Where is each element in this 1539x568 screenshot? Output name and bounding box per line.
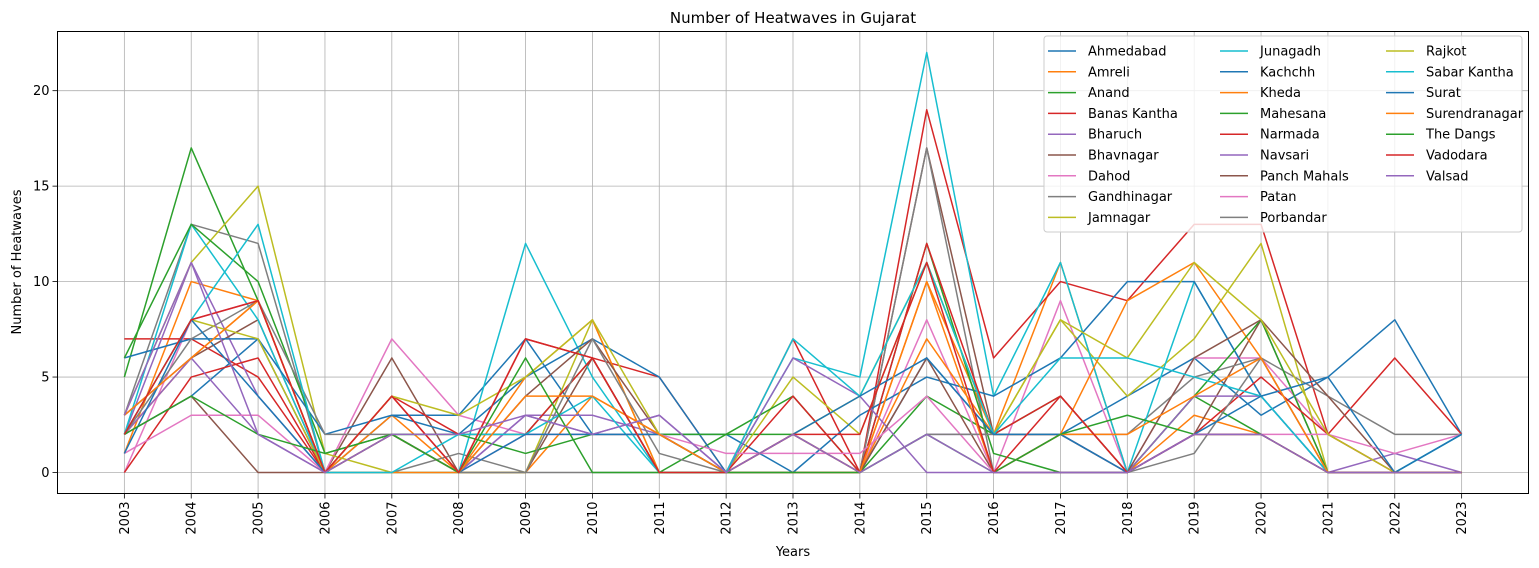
chart-title: Number of Heatwaves in Gujarat <box>670 9 916 27</box>
legend-label: Panch Mahals <box>1260 169 1349 184</box>
x-tick-label: 2009 <box>519 502 534 535</box>
x-tick-label: 2014 <box>853 502 868 535</box>
legend-label: Surat <box>1426 86 1461 101</box>
legend-label: Anand <box>1088 86 1130 101</box>
legend-label: Banas Kantha <box>1088 107 1178 122</box>
x-tick-label: 2005 <box>252 502 267 535</box>
legend-label: Dahod <box>1088 169 1130 184</box>
legend-label: Surendranagar <box>1426 107 1524 122</box>
y-axis-ticks: 0 5 10 15 20 <box>33 84 58 481</box>
legend-label: The Dangs <box>1425 128 1496 143</box>
legend-label: Gandhinagar <box>1088 190 1173 205</box>
legend-label: Kheda <box>1260 86 1301 101</box>
legend-label: Junagadh <box>1259 45 1321 60</box>
x-tick-label: 2019 <box>1188 502 1203 535</box>
x-tick-label: 2015 <box>920 502 935 535</box>
legend-label: Rajkot <box>1426 45 1466 60</box>
x-tick-label: 2020 <box>1255 502 1270 535</box>
series-line-valsad <box>123 261 1462 474</box>
legend-label: Ahmedabad <box>1088 45 1166 60</box>
x-tick-label: 2016 <box>987 502 1002 535</box>
x-tick-label: 2018 <box>1121 502 1136 535</box>
legend-label: Navsari <box>1260 149 1309 164</box>
legend-label: Jamnagar <box>1087 211 1151 226</box>
x-tick-label: 2004 <box>185 502 200 535</box>
legend-label: Mahesana <box>1260 107 1326 122</box>
x-tick-label: 2021 <box>1321 502 1336 535</box>
x-tick-label: 2017 <box>1054 502 1069 535</box>
x-tick-label: 2010 <box>586 502 601 535</box>
x-tick-label: 2012 <box>720 502 735 535</box>
x-tick-label: 2022 <box>1388 502 1403 535</box>
x-tick-label: 2023 <box>1455 502 1470 535</box>
x-tick-label: 2007 <box>385 502 400 535</box>
legend-label: Bhavnagar <box>1088 149 1159 164</box>
series-lines <box>123 51 1463 474</box>
y-tick-label: 10 <box>33 275 50 290</box>
y-axis-title: Number of Heatwaves <box>10 189 25 334</box>
legend-label: Amreli <box>1088 65 1130 80</box>
legend-label: Narmada <box>1260 128 1320 143</box>
y-tick-label: 20 <box>33 84 50 99</box>
y-tick-label: 0 <box>41 466 49 481</box>
x-tick-label: 2013 <box>787 502 802 535</box>
legend-label: Sabar Kantha <box>1426 65 1514 80</box>
legend-label: Bharuch <box>1088 128 1142 143</box>
x-tick-label: 2008 <box>452 502 467 535</box>
series-line-sabar-kantha <box>123 223 1463 474</box>
x-axis-title: Years <box>775 545 811 560</box>
y-tick-label: 15 <box>33 180 50 195</box>
x-tick-label: 2011 <box>653 502 668 535</box>
legend-label: Patan <box>1260 190 1297 205</box>
legend-label: Valsad <box>1426 169 1468 184</box>
x-tick-label: 2003 <box>118 502 133 535</box>
x-tick-label: 2006 <box>318 502 333 535</box>
legend: Ahmedabad Amreli Anand Banas Kantha Bharuch B… <box>1043 35 1524 233</box>
legend-label: Porbandar <box>1260 211 1327 226</box>
legend-frame <box>1043 35 1523 233</box>
x-axis-ticks: 2003 2004 2005 2006 2007 2008 2009 2010 2011 2012… <box>118 493 1470 535</box>
legend-label: Vadodara <box>1426 149 1488 164</box>
legend-label: Kachchh <box>1260 65 1315 80</box>
y-tick-label: 5 <box>41 371 49 386</box>
